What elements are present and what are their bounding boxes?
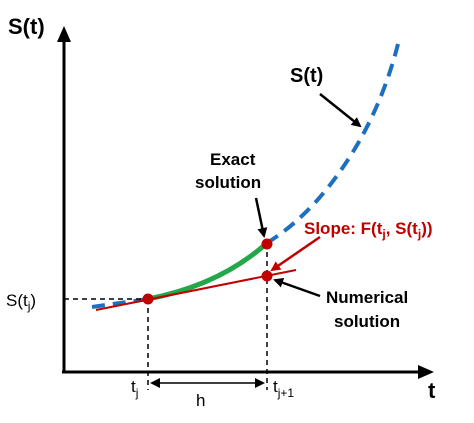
curve-label-arrow xyxy=(319,93,362,128)
x-axis-label: t xyxy=(428,378,436,403)
y-axis-arrowhead xyxy=(57,26,71,42)
curve-label: S(t) xyxy=(290,65,323,87)
numerical-label-arrow xyxy=(273,277,321,298)
exact-solution-segment xyxy=(147,241,269,302)
s-tj-label: S(tj) xyxy=(6,291,36,313)
slope-label-arrow xyxy=(270,235,321,272)
numerical-label-line1: Numerical xyxy=(326,288,408,307)
exact-label-arrow xyxy=(254,197,268,238)
x-axis-arrowhead xyxy=(418,365,434,379)
exact-curve-dashed xyxy=(91,43,400,309)
h-label: h xyxy=(196,391,205,410)
tj-label: tj xyxy=(131,377,138,400)
tj1-label: tj+1 xyxy=(273,377,294,400)
exact-label-line2: solution xyxy=(195,173,261,192)
point-exact-tj1 xyxy=(261,238,273,250)
numerical-label-line2: solution xyxy=(334,312,400,331)
y-axis-label: S(t) xyxy=(8,14,45,39)
slope-label: Slope: F(tj, S(tj)) xyxy=(304,219,433,241)
exact-label-line1: Exact xyxy=(210,150,256,169)
point-tj xyxy=(142,293,154,305)
point-numerical-tj1 xyxy=(261,270,273,282)
